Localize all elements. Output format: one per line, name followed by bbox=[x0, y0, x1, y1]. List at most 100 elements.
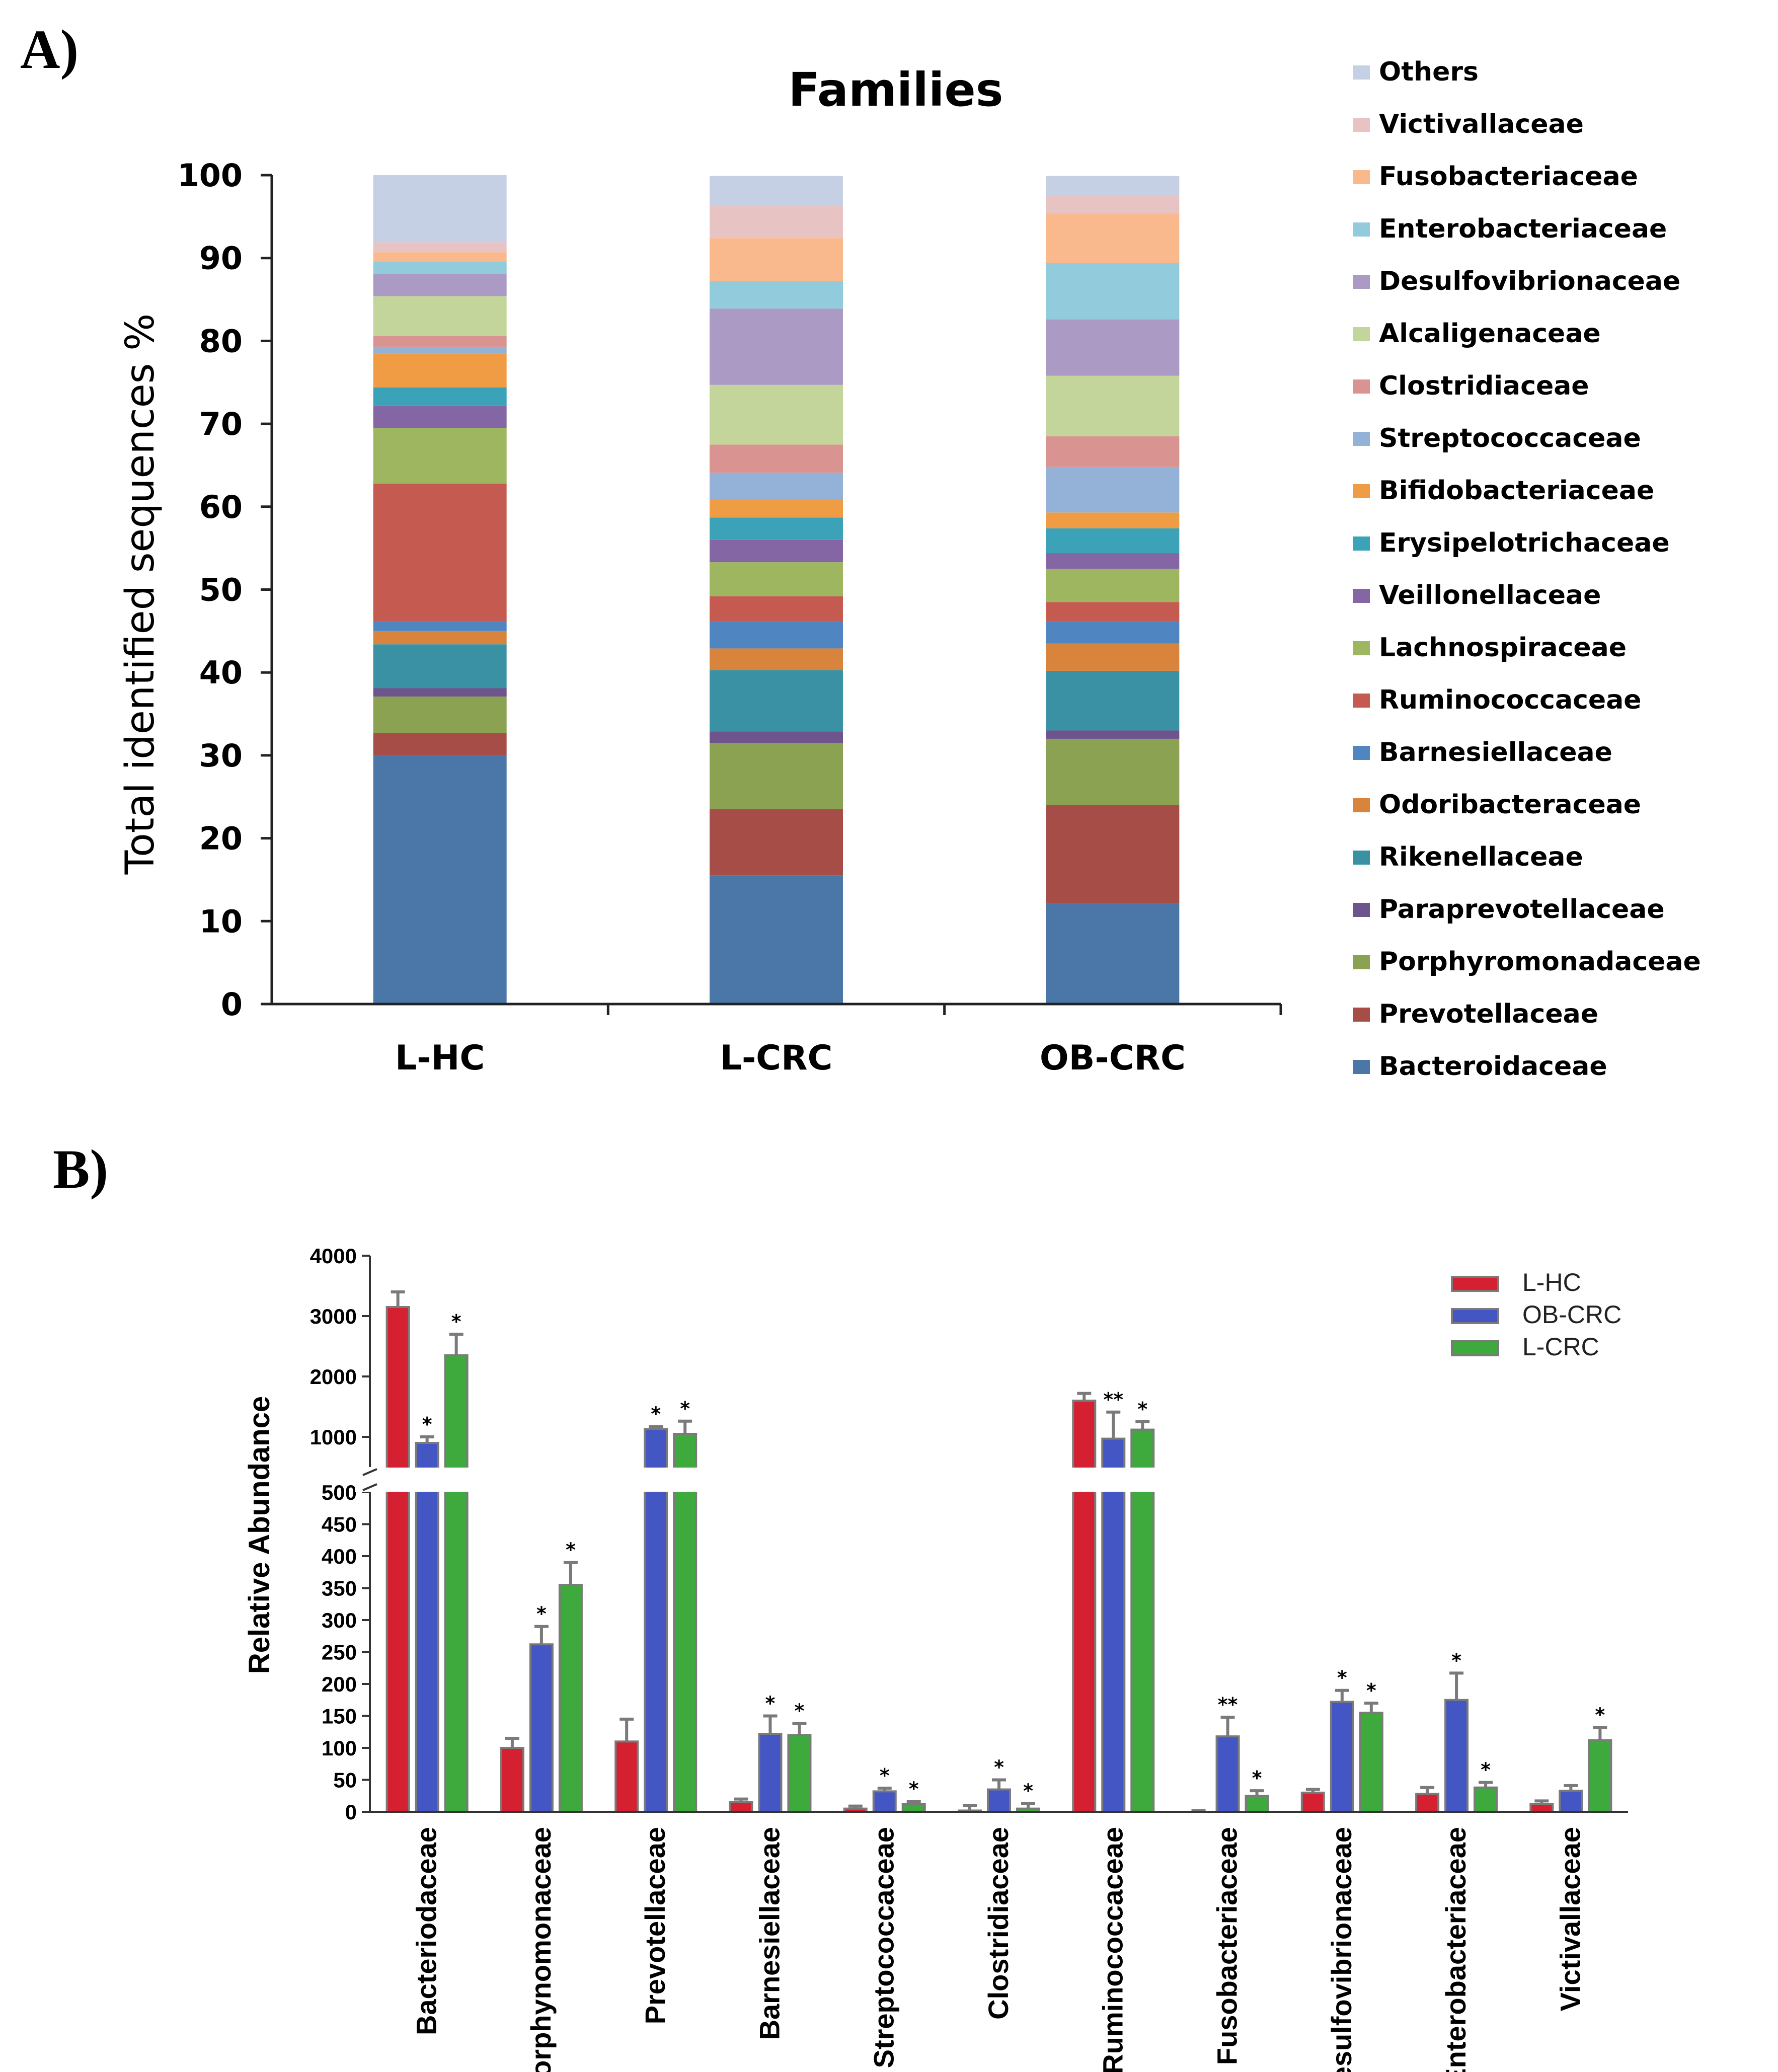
bar-segment bbox=[373, 336, 507, 347]
y-tick-label: 300 bbox=[322, 1608, 357, 1632]
y-tick-label: 80 bbox=[199, 323, 243, 359]
bar-segment bbox=[373, 405, 507, 428]
y-tick-label: 2000 bbox=[310, 1365, 357, 1389]
significance-marker: ** bbox=[1103, 1389, 1123, 1411]
x-tick-label: Barnesiellaceae bbox=[753, 1827, 785, 2040]
bar-segment bbox=[373, 296, 507, 336]
bar bbox=[1559, 1790, 1583, 1813]
bar-segment bbox=[1046, 213, 1180, 263]
x-tick-label: Clostridiaceae bbox=[982, 1827, 1014, 2020]
bar-segment bbox=[1046, 195, 1180, 213]
x-tick-label: OB-CRC bbox=[1040, 1038, 1186, 1078]
bar-segment bbox=[373, 261, 507, 274]
y-tick-label: 450 bbox=[322, 1513, 357, 1537]
y-tick-label: 90 bbox=[199, 240, 243, 277]
bar bbox=[1245, 1795, 1269, 1813]
bar-segment bbox=[373, 733, 507, 755]
bar-segment bbox=[373, 353, 507, 388]
bar-segment bbox=[1046, 738, 1180, 805]
legend-label: L-HC bbox=[1522, 1268, 1581, 1296]
bar bbox=[729, 1801, 753, 1813]
legend-label: Fusobacteriaceae bbox=[1379, 162, 1638, 192]
significance-marker: * bbox=[880, 1764, 890, 1787]
legend-label: Enterobacteriaceae bbox=[1379, 214, 1667, 244]
y-tick-label: 500 bbox=[322, 1481, 357, 1504]
legend-label: Paraprevotellaceae bbox=[1379, 894, 1665, 925]
bar-segment bbox=[710, 281, 843, 309]
significance-marker: * bbox=[1337, 1667, 1347, 1689]
x-tick-label: Prevotellaceae bbox=[639, 1827, 671, 2024]
bar-segment bbox=[1046, 643, 1180, 671]
legend-label: Veillonellaceae bbox=[1379, 580, 1601, 610]
bar bbox=[758, 1733, 783, 1813]
y-axis-label: Relative Abundance bbox=[243, 1396, 276, 1674]
legend: L-HC OB-CRC L-CRC bbox=[1451, 1268, 1621, 1361]
legend-swatch bbox=[1451, 1276, 1499, 1292]
legend-swatch bbox=[1353, 851, 1370, 865]
significance-marker: * bbox=[1451, 1649, 1461, 1671]
chart-title: Families bbox=[788, 63, 1003, 117]
axis-break-mark bbox=[362, 1468, 377, 1476]
bar bbox=[415, 1442, 439, 1813]
legend-label: Clostridiaceae bbox=[1379, 371, 1589, 401]
y-tick-label: 70 bbox=[199, 406, 243, 442]
bar bbox=[1474, 1786, 1498, 1813]
bar-segment bbox=[373, 273, 507, 296]
legend-swatch bbox=[1353, 65, 1370, 80]
bar bbox=[1529, 1803, 1554, 1813]
y-tick-label: 30 bbox=[199, 737, 243, 774]
bar-segment bbox=[1046, 730, 1180, 739]
bar bbox=[673, 1433, 698, 1813]
bar-segment bbox=[1046, 263, 1180, 320]
bar bbox=[872, 1790, 897, 1813]
bar-segment bbox=[710, 499, 843, 518]
significance-marker: * bbox=[1481, 1759, 1491, 1781]
bar bbox=[385, 1306, 410, 1813]
bar-segment bbox=[1046, 436, 1180, 467]
legend-label: Alcaligenaceae bbox=[1379, 319, 1601, 349]
legend-label: L-CRC bbox=[1522, 1333, 1599, 1361]
significance-marker: * bbox=[451, 1311, 461, 1333]
x-tick-label: Victivallaceae bbox=[1554, 1827, 1586, 2011]
y-tick-label: 50 bbox=[199, 572, 243, 608]
legend-label: Erysipelotrichaceae bbox=[1379, 528, 1670, 558]
bar bbox=[987, 1788, 1011, 1813]
bar-segment bbox=[373, 483, 507, 622]
y-tick-label: 350 bbox=[322, 1577, 357, 1600]
bar-segment bbox=[373, 346, 507, 354]
legend-label: Streptococcaceae bbox=[1379, 423, 1641, 453]
legend-swatch bbox=[1353, 1008, 1370, 1022]
significance-marker: * bbox=[1366, 1679, 1376, 1702]
legend-swatch bbox=[1353, 903, 1370, 917]
y-tick-label: 0 bbox=[221, 986, 243, 1023]
bar-segment bbox=[710, 562, 843, 596]
bar bbox=[901, 1803, 926, 1813]
significance-marker: ** bbox=[1218, 1694, 1238, 1716]
bar-segment bbox=[710, 875, 843, 1004]
bar bbox=[558, 1584, 583, 1813]
bar-segment bbox=[373, 644, 507, 688]
legend-swatch bbox=[1353, 589, 1370, 603]
legend-label: Ruminococcaceae bbox=[1379, 685, 1642, 715]
significance-marker: * bbox=[795, 1700, 805, 1722]
bar-segment bbox=[1046, 375, 1180, 436]
y-tick-label: 60 bbox=[199, 489, 243, 525]
legend-label: Lachnospiraceae bbox=[1379, 633, 1627, 663]
bar-segment bbox=[1046, 903, 1180, 1004]
y-tick-label: 250 bbox=[322, 1641, 357, 1664]
y-tick-label: 150 bbox=[322, 1705, 357, 1728]
bar-segment bbox=[710, 540, 843, 563]
legend-swatch bbox=[1353, 641, 1370, 655]
bar bbox=[1588, 1739, 1612, 1813]
y-tick-label: 1000 bbox=[310, 1425, 357, 1449]
legend-label: Porphyromonadaceae bbox=[1379, 947, 1701, 977]
significance-marker: * bbox=[1252, 1767, 1262, 1789]
legend-swatch bbox=[1353, 327, 1370, 341]
bar-segment bbox=[710, 205, 843, 239]
bar-segment bbox=[373, 242, 507, 253]
legend-label: Others bbox=[1379, 57, 1479, 87]
y-axis-label: Total identified sequences % bbox=[118, 314, 163, 875]
y-tick-label: 3000 bbox=[310, 1304, 357, 1328]
bar-segment bbox=[1046, 176, 1180, 195]
x-tick-label: Ruminococcaceae bbox=[1097, 1827, 1128, 2072]
